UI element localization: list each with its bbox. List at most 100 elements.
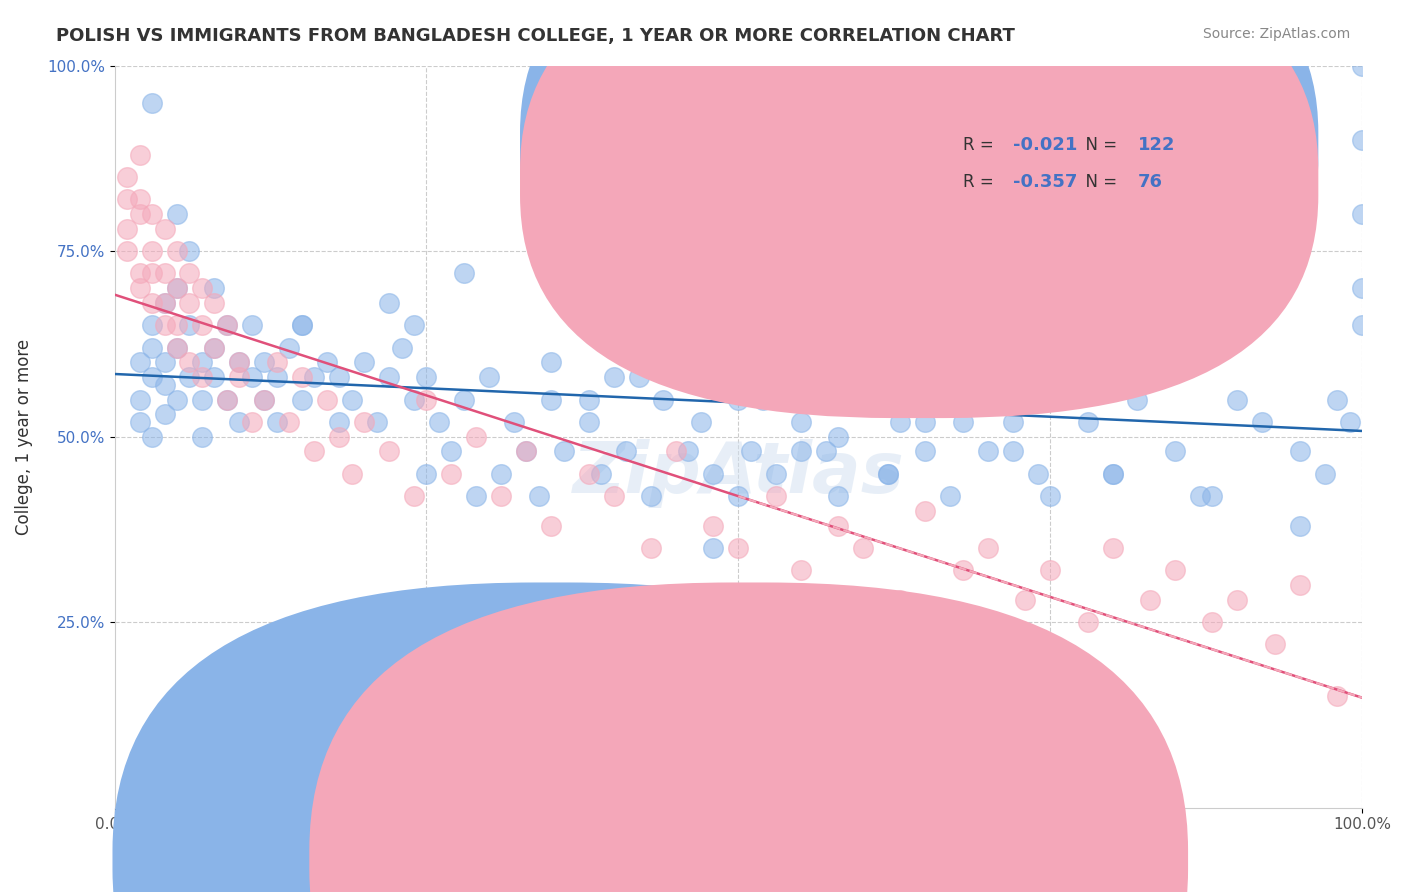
- Point: [689, 415, 711, 429]
- FancyBboxPatch shape: [882, 128, 1219, 233]
- Point: [202, 281, 225, 295]
- Point: [141, 95, 163, 110]
- Point: [353, 355, 375, 369]
- Point: [240, 318, 263, 333]
- FancyBboxPatch shape: [520, 0, 1319, 381]
- Point: [153, 377, 176, 392]
- Text: 122: 122: [1137, 136, 1175, 154]
- Point: [328, 430, 350, 444]
- Point: [614, 444, 637, 458]
- Point: [153, 408, 176, 422]
- Point: [1326, 690, 1348, 704]
- Point: [727, 489, 749, 503]
- Point: [1052, 370, 1074, 384]
- Point: [153, 355, 176, 369]
- Point: [1326, 392, 1348, 407]
- Point: [1101, 467, 1123, 481]
- Point: [378, 296, 401, 310]
- Point: [1351, 318, 1374, 333]
- Point: [141, 266, 163, 280]
- Point: [877, 467, 900, 481]
- Point: [1264, 637, 1286, 651]
- Point: [1351, 59, 1374, 73]
- Point: [889, 593, 911, 607]
- Point: [153, 222, 176, 236]
- Point: [215, 318, 238, 333]
- Point: [1288, 444, 1310, 458]
- Point: [302, 370, 325, 384]
- Text: POLISH VS IMMIGRANTS FROM BANGLADESH COLLEGE, 1 YEAR OR MORE CORRELATION CHART: POLISH VS IMMIGRANTS FROM BANGLADESH COL…: [56, 27, 1015, 45]
- Point: [166, 341, 188, 355]
- Text: ZipAtlas: ZipAtlas: [572, 439, 904, 508]
- Point: [328, 370, 350, 384]
- Point: [128, 281, 150, 295]
- Point: [515, 444, 537, 458]
- Point: [1139, 593, 1161, 607]
- Point: [202, 296, 225, 310]
- Point: [278, 415, 301, 429]
- Point: [291, 370, 314, 384]
- Point: [166, 318, 188, 333]
- Point: [291, 318, 314, 333]
- Point: [340, 392, 363, 407]
- Text: 76: 76: [1137, 173, 1163, 191]
- Point: [914, 444, 936, 458]
- Point: [115, 244, 138, 259]
- Point: [202, 370, 225, 384]
- Point: [515, 444, 537, 458]
- Point: [727, 541, 749, 555]
- Point: [627, 370, 650, 384]
- Point: [827, 489, 849, 503]
- Point: [952, 392, 974, 407]
- Point: [179, 244, 201, 259]
- Point: [1251, 415, 1274, 429]
- Point: [366, 415, 388, 429]
- Text: -0.357: -0.357: [1012, 173, 1077, 191]
- Point: [1001, 444, 1024, 458]
- Point: [453, 266, 475, 280]
- Point: [166, 207, 188, 221]
- Point: [402, 318, 425, 333]
- Point: [914, 504, 936, 518]
- Point: [789, 415, 811, 429]
- Point: [153, 296, 176, 310]
- Point: [291, 318, 314, 333]
- Y-axis label: College, 1 year or more: College, 1 year or more: [15, 339, 32, 534]
- Point: [440, 444, 463, 458]
- Point: [465, 489, 488, 503]
- Point: [153, 318, 176, 333]
- Point: [977, 541, 1000, 555]
- Point: [153, 266, 176, 280]
- Point: [191, 430, 214, 444]
- Point: [1201, 489, 1223, 503]
- Point: [1351, 207, 1374, 221]
- Point: [179, 318, 201, 333]
- Point: [1026, 467, 1049, 481]
- Point: [427, 415, 450, 429]
- Point: [228, 370, 250, 384]
- Point: [179, 266, 201, 280]
- Point: [128, 355, 150, 369]
- Point: [415, 392, 437, 407]
- Point: [1039, 489, 1062, 503]
- Point: [1164, 563, 1187, 577]
- Point: [1313, 467, 1336, 481]
- Text: Poles: Poles: [576, 853, 616, 867]
- Point: [141, 244, 163, 259]
- Point: [128, 415, 150, 429]
- Point: [115, 169, 138, 184]
- Point: [415, 467, 437, 481]
- Point: [578, 392, 600, 407]
- Point: [591, 467, 613, 481]
- Point: [440, 467, 463, 481]
- Point: [1288, 518, 1310, 533]
- Point: [1039, 563, 1062, 577]
- Point: [1001, 415, 1024, 429]
- Point: [702, 518, 724, 533]
- Point: [266, 370, 288, 384]
- Point: [1339, 415, 1361, 429]
- Point: [166, 392, 188, 407]
- Point: [478, 370, 501, 384]
- Point: [852, 541, 875, 555]
- Point: [215, 318, 238, 333]
